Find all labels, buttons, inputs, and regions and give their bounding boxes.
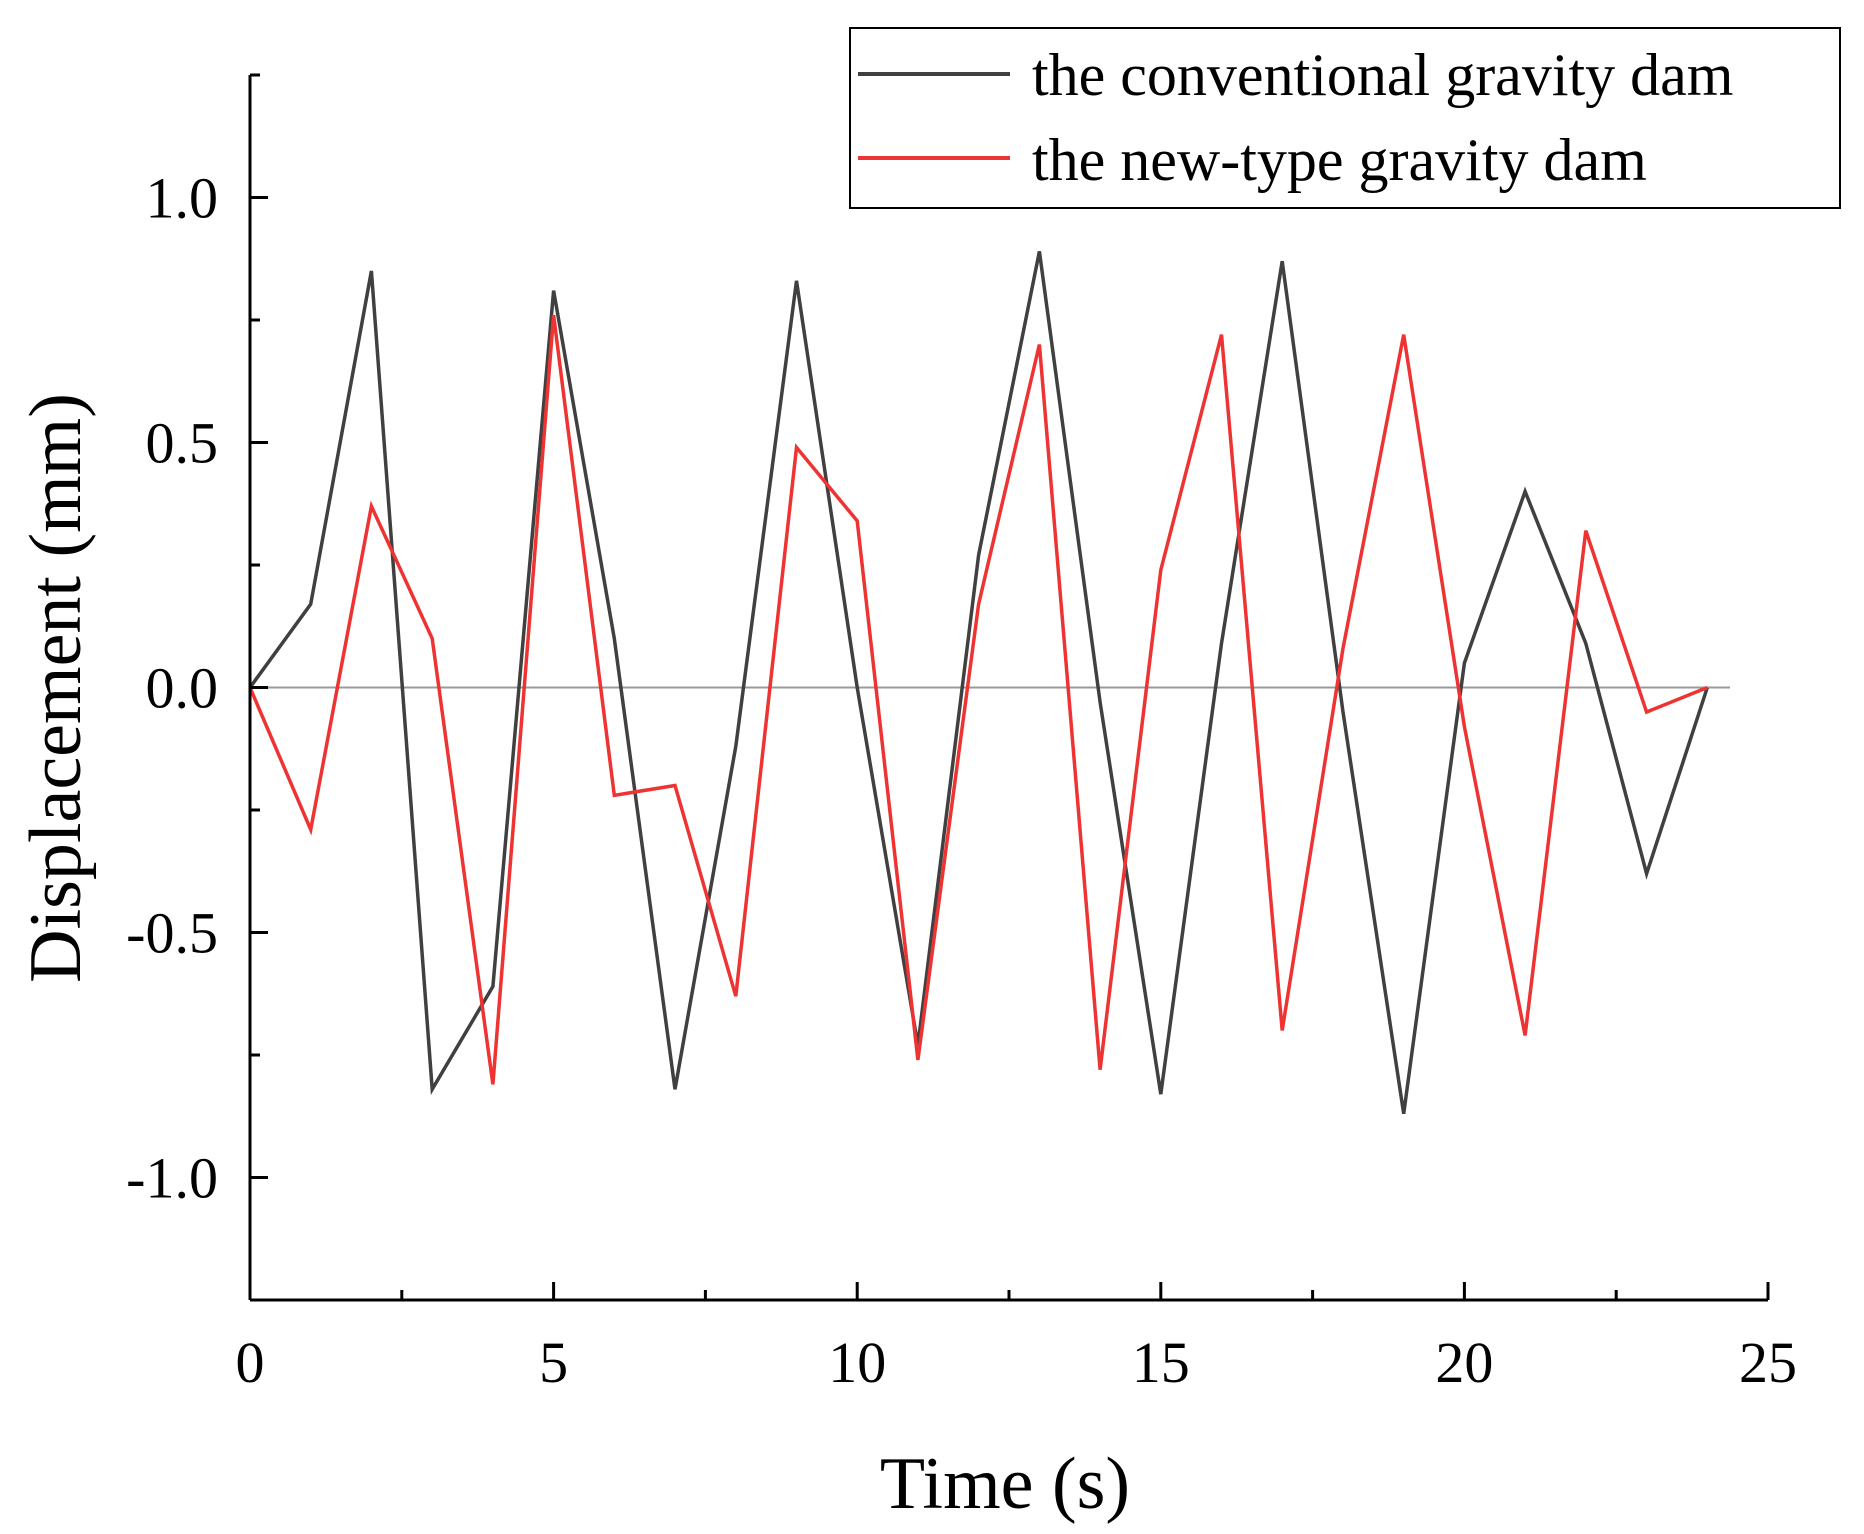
x-tick-label: 5 bbox=[539, 1330, 568, 1395]
series-line-conventional bbox=[248, 251, 1709, 1115]
legend: the conventional gravity dam the new-typ… bbox=[849, 27, 1841, 209]
series-line-new-type bbox=[248, 314, 1708, 1085]
y-tick-label: 0.5 bbox=[146, 411, 219, 476]
y-axis-title: Displacement (mm) bbox=[15, 393, 97, 983]
legend-box bbox=[849, 27, 1841, 209]
y-tick-label: 1.0 bbox=[146, 166, 219, 231]
x-tick-label: 10 bbox=[828, 1330, 886, 1395]
x-tick-label: 15 bbox=[1132, 1330, 1190, 1395]
y-tick-label: -1.0 bbox=[126, 1146, 218, 1211]
x-tick-label: 25 bbox=[1739, 1330, 1797, 1395]
legend-label-conventional: the conventional gravity dam bbox=[1032, 42, 1733, 108]
x-tick-label: 0 bbox=[236, 1330, 265, 1395]
x-axis-title: Time (s) bbox=[880, 1443, 1130, 1525]
y-tick-label: -0.5 bbox=[126, 901, 218, 966]
legend-label-new-type: the new-type gravity dam bbox=[1032, 127, 1647, 193]
y-ticks: -1.0 -0.5 0.0 0.5 1.0 bbox=[126, 73, 268, 1302]
x-tick-label: 20 bbox=[1435, 1330, 1493, 1395]
x-ticks: 0 5 10 15 20 25 bbox=[236, 1282, 1797, 1395]
y-tick-label: 0.0 bbox=[146, 656, 219, 721]
series-layer bbox=[248, 251, 1709, 1115]
